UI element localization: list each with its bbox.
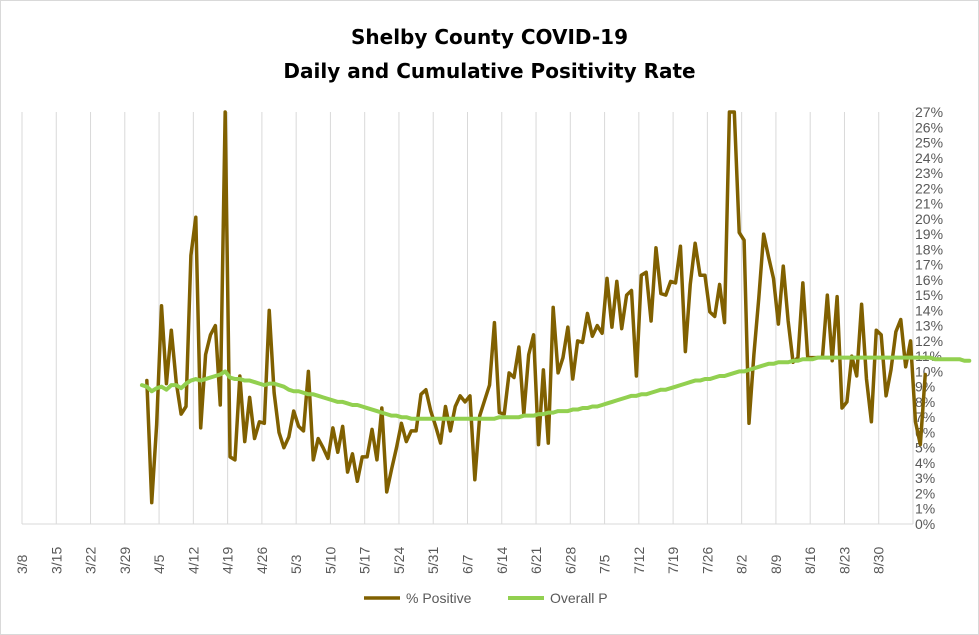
y-tick-label: 2% [915, 485, 935, 501]
x-tick-label: 5/24 [391, 547, 407, 574]
x-tick-label: 3/15 [48, 547, 64, 574]
y-tick-label: 12% [915, 333, 943, 349]
y-tick-label: 20% [915, 211, 943, 227]
y-tick-label: 4% [915, 455, 935, 471]
y-tick-label: 24% [915, 150, 943, 166]
x-tick-label: 4/26 [254, 547, 270, 574]
x-tick-label: 7/5 [597, 554, 613, 574]
x-tick-label: 3/8 [14, 554, 30, 574]
x-tick-label: 4/5 [151, 554, 167, 574]
x-tick-label: 6/7 [460, 554, 476, 574]
x-tick-label: 7/26 [699, 547, 715, 574]
y-tick-label: 15% [915, 287, 943, 303]
x-tick-label: 7/12 [631, 547, 647, 574]
y-tick-label: 22% [915, 180, 943, 196]
y-tick-label: 3% [915, 470, 935, 486]
x-tick-label: 8/30 [871, 547, 887, 574]
chart-subtitle: Daily and Cumulative Positivity Rate [283, 59, 696, 83]
y-tick-label: 7% [915, 409, 935, 425]
x-tick-label: 6/28 [562, 547, 578, 574]
legend-label-positive: % Positive [406, 590, 472, 606]
x-tick-label: 5/3 [288, 554, 304, 574]
x-tick-label: 6/21 [528, 547, 544, 574]
x-tick-label: 4/12 [185, 547, 201, 574]
y-tick-label: 18% [915, 241, 943, 257]
chart-title: Shelby County COVID-19 Daily and Cumulat… [0, 20, 979, 88]
x-tick-label: 3/22 [83, 547, 99, 574]
y-tick-label: 16% [915, 272, 943, 288]
x-tick-label: 6/14 [494, 547, 510, 574]
x-tick-label: 5/10 [322, 547, 338, 574]
y-tick-label: 26% [915, 119, 943, 135]
legend: % Positive Overall P [364, 590, 608, 606]
y-tick-label: 1% [915, 501, 935, 517]
x-tick-label: 7/19 [665, 547, 681, 574]
x-tick-label: 8/23 [836, 547, 852, 574]
y-tick-label: 0% [915, 516, 935, 532]
x-tick-label: 8/2 [734, 554, 750, 574]
x-tick-label: 4/19 [220, 547, 236, 574]
x-tick-label: 5/31 [425, 547, 441, 574]
x-tick-label: 3/29 [117, 547, 133, 574]
y-tick-label: 19% [915, 226, 943, 242]
series-line-overall [139, 355, 972, 421]
x-tick-label: 8/16 [802, 547, 818, 574]
y-tick-label: 27% [915, 104, 943, 120]
chart-title-line1: Shelby County COVID-19 [350, 25, 628, 49]
y-tick-label: 13% [915, 318, 943, 334]
x-tick-label: 8/9 [768, 554, 784, 574]
y-tick-label: 17% [915, 257, 943, 273]
x-axis-tick-labels: 3/8 3/15 3/22 3/29 4/5 4/12 4/19 4/26 5/3 5/10 5/1… [14, 547, 887, 574]
y-tick-label: 23% [915, 165, 943, 181]
legend-label-overall: Overall P [550, 590, 608, 606]
y-axis-tick-labels: 0%1%2%3%4%5%6%7%8%9%10%11%12%13%14%15%16… [915, 104, 943, 532]
y-tick-label: 8% [915, 394, 935, 410]
y-tick-label: 10% [915, 363, 943, 379]
y-tick-label: 21% [915, 196, 943, 212]
x-tick-label: 5/17 [357, 547, 373, 574]
y-tick-label: 25% [915, 135, 943, 151]
y-tick-label: 14% [915, 302, 943, 318]
series-lines [139, 110, 972, 505]
